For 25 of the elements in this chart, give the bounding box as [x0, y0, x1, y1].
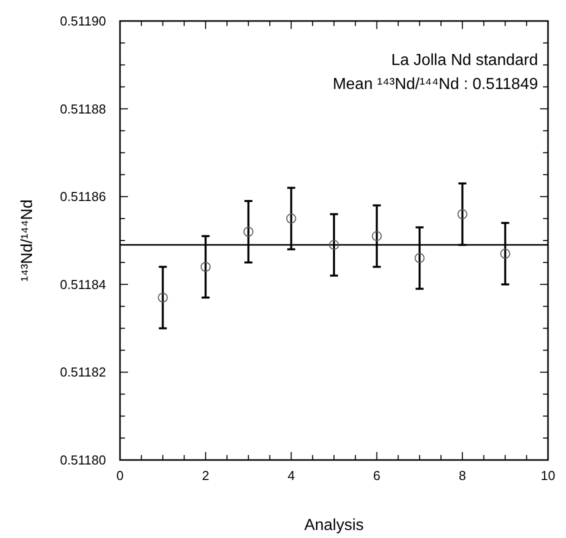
point: [286, 214, 296, 224]
y-tick-label: 0.51182: [60, 364, 106, 380]
x-axis-title: Analysis: [304, 517, 364, 534]
y-tick-label: 0.51188: [60, 101, 106, 116]
x-tick-label: 8: [458, 468, 466, 483]
annotation: La Jolla Nd standard: [391, 52, 538, 69]
point: [329, 240, 339, 250]
annotation: Mean ¹⁴³Nd/¹⁴⁴Nd : 0.511849: [332, 76, 538, 93]
x-tick-label: 10: [540, 468, 556, 483]
point: [372, 231, 382, 242]
y-tick-label: 0.51180: [60, 452, 106, 468]
x-tick-label: 0: [116, 468, 124, 483]
y-axis-title: ¹⁴³Nd/¹⁴⁴Nd: [19, 200, 36, 282]
x-tick-label: 6: [373, 468, 380, 483]
x-tick-label: 4: [288, 468, 295, 483]
y-tick-label: 0.51186: [60, 189, 106, 204]
point: [200, 262, 211, 272]
point: [457, 209, 468, 220]
point: [243, 226, 254, 237]
point: [158, 292, 168, 303]
y-tick-label: 0.51190: [60, 14, 106, 28]
x-tick-label: 2: [202, 468, 210, 483]
y-tick-label: 0.51184: [60, 276, 106, 292]
point: [500, 248, 510, 259]
point: [414, 253, 425, 264]
